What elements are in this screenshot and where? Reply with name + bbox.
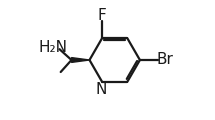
Text: Br: Br [156, 53, 173, 67]
Text: H₂N: H₂N [38, 41, 67, 55]
Polygon shape [72, 58, 89, 62]
Text: F: F [98, 9, 106, 24]
Text: N: N [96, 82, 107, 97]
